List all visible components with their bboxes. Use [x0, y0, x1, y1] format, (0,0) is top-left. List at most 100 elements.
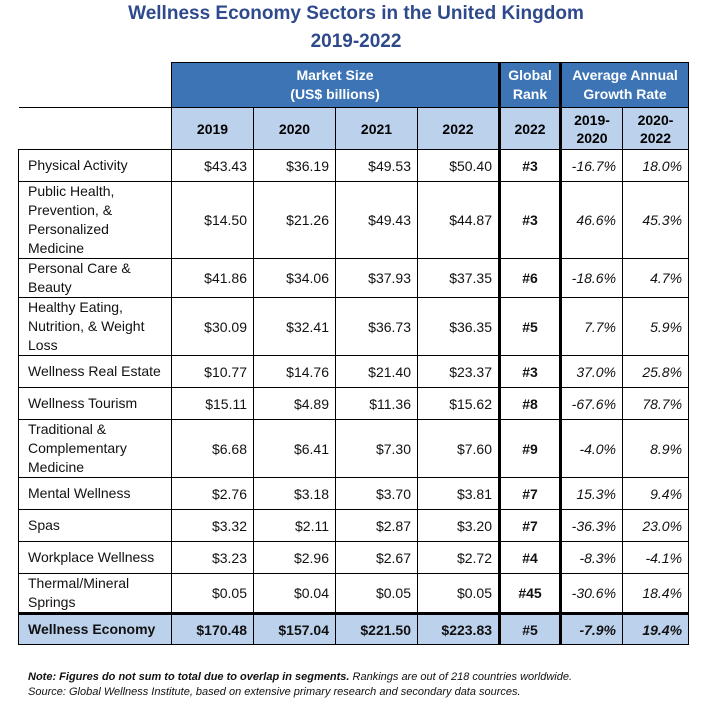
table-row: Mental Wellness $2.76 $3.18 $3.70 $3.81 #7 15.…: [18, 477, 690, 510]
rank-cell: #7: [498, 477, 563, 510]
value-2019: $15.11: [171, 387, 254, 420]
page-title: Wellness Economy Sectors in the United K…: [128, 3, 584, 24]
value-2022: $15.62: [416, 387, 501, 420]
header-period: 2020- 2022: [622, 107, 690, 150]
value-2020: $32.41: [253, 297, 336, 356]
total-row: Wellness Economy $170.48 $157.04 $221.50 $22…: [18, 612, 690, 645]
growth-2019-2020: -67.6%: [560, 387, 624, 420]
growth-2019-2020: 46.6%: [560, 181, 624, 259]
growth-2020-2022: -4.1%: [622, 541, 690, 574]
rank-cell: #3: [498, 149, 563, 182]
value-2022: $37.35: [416, 258, 501, 298]
growth-2020-2022: 19.4%: [622, 612, 690, 645]
value-2021: $21.40: [335, 355, 418, 388]
table-row: Personal Care & Beauty $41.86 $34.06 $37.93…: [18, 258, 690, 298]
value-2020: $14.76: [253, 355, 336, 388]
sector-cell: Public Health, Prevention, & Personalize…: [18, 181, 172, 259]
table-row: Thermal/Mineral Springs $0.05 $0.04 $0.05 $0…: [18, 573, 690, 614]
source-text: Source: Global Wellness Institute, based…: [28, 686, 521, 698]
value-2021: $3.70: [335, 477, 418, 510]
value-2020: $34.06: [253, 258, 336, 298]
growth-2020-2022: 23.0%: [622, 509, 690, 542]
value-2022: $0.05: [416, 573, 501, 614]
value-2022: $50.40: [416, 149, 501, 182]
growth-2019-2020: -4.0%: [560, 419, 624, 478]
value-2019: $2.76: [171, 477, 254, 510]
header-year: 2019: [171, 107, 254, 150]
value-2020: $4.89: [253, 387, 336, 420]
note-text: Rankings are out of 218 countries worldw…: [349, 671, 573, 683]
sector-cell: Mental Wellness: [18, 477, 172, 510]
table-row: Workplace Wellness $3.23 $2.96 $2.67 $2.72 #4…: [18, 541, 690, 574]
value-2022: $7.60: [416, 419, 501, 478]
sector-cell: Wellness Tourism: [18, 387, 172, 420]
growth-2019-2020: 7.7%: [560, 297, 624, 356]
header-year: 2021: [335, 107, 418, 150]
growth-2020-2022: 8.9%: [622, 419, 690, 478]
growth-2019-2020: 37.0%: [560, 355, 624, 388]
value-2022: $23.37: [416, 355, 501, 388]
value-2021: $36.73: [335, 297, 418, 356]
value-2022: $3.81: [416, 477, 501, 510]
value-2019: $41.86: [171, 258, 254, 298]
growth-2020-2022: 45.3%: [622, 181, 690, 259]
sector-cell: Spas: [18, 509, 172, 542]
growth-2020-2022: 9.4%: [622, 477, 690, 510]
value-2019: $14.50: [171, 181, 254, 259]
value-2020: $21.26: [253, 181, 336, 259]
growth-2020-2022: 18.0%: [622, 149, 690, 182]
value-2020: $0.04: [253, 573, 336, 614]
rank-cell: #3: [498, 355, 563, 388]
table-row: Traditional & Complementary Medicine $6.6…: [18, 419, 690, 478]
rank-cell: #4: [498, 541, 563, 574]
rank-cell: #5: [498, 297, 563, 356]
sector-cell: Physical Activity: [18, 149, 172, 182]
header-market-size: Market Size (US$ billions): [170, 62, 501, 108]
value-2021: $2.87: [335, 509, 418, 542]
value-2020: $6.41: [253, 419, 336, 478]
table-row: Wellness Tourism $15.11 $4.89 $11.36 $15.62 #…: [18, 387, 690, 420]
value-2019: $43.43: [171, 149, 254, 182]
growth-2020-2022: 25.8%: [622, 355, 690, 388]
value-2019: $3.32: [171, 509, 254, 542]
value-2022: $2.72: [416, 541, 501, 574]
sector-cell: Healthy Eating, Nutrition, & Weight Loss: [18, 297, 172, 356]
growth-2019-2020: -8.3%: [560, 541, 624, 574]
value-2020: $157.04: [253, 612, 336, 645]
value-2022: $44.87: [416, 181, 501, 259]
sector-cell: Traditional & Complementary Medicine: [18, 419, 172, 478]
growth-2019-2020: -16.7%: [560, 149, 624, 182]
value-2020: $36.19: [253, 149, 336, 182]
rank-cell: #9: [498, 419, 563, 478]
rank-cell: #8: [498, 387, 563, 420]
rank-cell: #5: [498, 612, 563, 645]
page-subtitle: 2019-2022: [310, 31, 402, 52]
table-row: Public Health, Prevention, & Personalize…: [18, 181, 690, 259]
value-2020: $2.11: [253, 509, 336, 542]
value-2022: $36.35: [416, 297, 501, 356]
value-2019: $30.09: [171, 297, 254, 356]
table-body: Physical Activity $43.43 $36.19 $49.53 $50.4…: [18, 149, 690, 645]
value-2019: $0.05: [171, 573, 254, 614]
header-year: 2020: [253, 107, 336, 150]
value-2021: $0.05: [335, 573, 418, 614]
value-2022: $3.20: [416, 509, 501, 542]
value-2020: $2.96: [253, 541, 336, 574]
sector-cell: Wellness Real Estate: [18, 355, 172, 388]
rank-cell: #6: [498, 258, 563, 298]
growth-2020-2022: 18.4%: [622, 573, 690, 614]
growth-2020-2022: 4.7%: [622, 258, 690, 298]
value-2022: $223.83: [416, 612, 501, 645]
table-row: Spas $3.32 $2.11 $2.87 $3.20 #7 -36.3% 23.0%: [18, 509, 690, 542]
note-bold: Note: Figures do not sum to total due to…: [28, 671, 350, 683]
sector-cell: Personal Care & Beauty: [18, 258, 172, 298]
value-2021: $7.30: [335, 419, 418, 478]
growth-2019-2020: 15.3%: [560, 477, 624, 510]
value-2021: $37.93: [335, 258, 418, 298]
header-year: 2022: [416, 107, 501, 150]
header-period: 2019- 2020: [560, 107, 624, 150]
growth-2020-2022: 78.7%: [622, 387, 690, 420]
sector-cell: Thermal/Mineral Springs: [18, 573, 172, 614]
header-row-top: Market Size (US$ billions) Global Rank Ave…: [18, 62, 690, 108]
value-2021: $221.50: [335, 612, 418, 645]
